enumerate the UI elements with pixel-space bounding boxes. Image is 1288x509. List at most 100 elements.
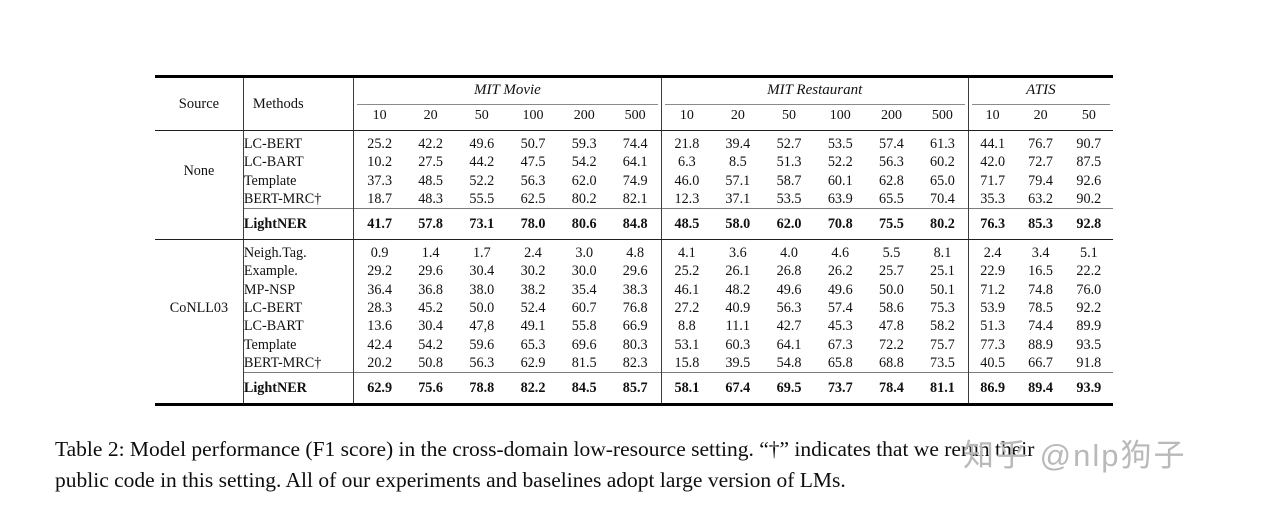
value-cell: 66.9: [622, 318, 648, 335]
value-cell: 80.3: [622, 336, 648, 353]
value-cell: 57.4: [827, 300, 853, 317]
value-cell: 13.6: [353, 317, 405, 336]
value-cell: 11.1: [725, 318, 750, 335]
col-header: 20: [1016, 105, 1065, 131]
value-cell: 50.0: [469, 300, 495, 317]
value-cell: 26.8: [776, 263, 802, 280]
value-cell: 37.3: [353, 171, 405, 190]
value-cell: 85.3: [1016, 208, 1065, 241]
value-cell: 36.8: [418, 281, 444, 298]
table-row: None LC-BERT 25.2 42.2 49.6 50.7 59.3 74.4 21.8 3…: [155, 130, 1113, 179]
value-cell: 15.8: [660, 353, 713, 373]
value-cell: 30.4: [418, 318, 444, 335]
table-row: CoNLL03 Neigh.Tag. 0.9 1.4 1.7 2.4 3.0 4.8 4.1 3.…: [155, 239, 1113, 316]
col-header: 50: [456, 105, 508, 131]
value-cell: 75.5: [865, 208, 918, 241]
value-cell: 25.7: [879, 263, 904, 280]
value-cell: 26.1: [725, 263, 751, 280]
value-cell: 55.8: [571, 318, 597, 335]
value-cell: 62.8: [879, 172, 904, 189]
method-cell: LC-BERT: [242, 130, 354, 154]
value-cell: 73.5: [930, 354, 955, 371]
value-cell: 8.1: [933, 245, 952, 262]
value-cell: 82.2: [507, 372, 559, 405]
value-cell: 90.2: [1076, 190, 1102, 207]
caption-line-2: public code in this setting. All of our …: [55, 467, 846, 492]
value-cell: 30.2: [520, 263, 546, 280]
value-cell: 27.5: [418, 154, 444, 171]
table-row: Template 42.4 54.2 59.6 65.3 69.6 80.3 53.1 60.3…: [155, 335, 1113, 354]
value-cell: 77.3: [967, 335, 1017, 354]
value-cell: 56.3: [520, 172, 546, 189]
value-cell: 68.8: [879, 354, 904, 371]
value-cell: 2.4: [967, 239, 1017, 263]
methods-column-header: Methods: [242, 76, 354, 131]
value-cell: 74.4: [1028, 318, 1053, 335]
col-header: 20: [712, 105, 764, 131]
value-cell: 58.1: [660, 372, 713, 405]
value-cell: 59.3: [571, 136, 597, 152]
value-cell: 64.1: [776, 336, 802, 353]
value-cell: 48.2: [725, 281, 751, 298]
value-cell: 86.9: [967, 372, 1017, 405]
value-cell: 89.9: [1076, 318, 1102, 335]
value-cell: 76.3: [967, 208, 1017, 241]
value-cell: 42.0: [967, 153, 1017, 172]
value-cell: 65.5: [879, 190, 904, 207]
value-cell: 54.2: [571, 154, 597, 171]
value-cell: 70.4: [930, 190, 955, 207]
method-cell: Template: [242, 171, 354, 190]
value-cell: 26.2: [827, 263, 853, 280]
value-cell: 29.6: [622, 263, 648, 280]
value-cell: 42.4: [353, 335, 405, 354]
value-cell: 40.9: [725, 300, 751, 317]
highlight-row: LightNER 62.9 75.6 78.8 82.2 84.5 85.7 58.1 67.4…: [155, 372, 1113, 405]
value-cell: 49.6: [776, 281, 802, 298]
value-cell: 84.8: [609, 208, 662, 241]
value-cell: 28.3: [353, 299, 405, 318]
value-cell: 66.7: [1028, 354, 1053, 371]
value-cell: 78.5: [1028, 300, 1053, 317]
method-cell: BERT-MRC†: [242, 189, 354, 209]
value-cell: 4.1: [660, 239, 713, 263]
value-cell: 49.6: [469, 136, 495, 152]
value-cell: 82.3: [622, 354, 648, 371]
value-cell: 25.2: [660, 262, 713, 281]
value-cell: 6.3: [660, 153, 713, 172]
value-cell: 3.4: [1031, 245, 1050, 262]
value-cell: 16.5: [1028, 263, 1053, 280]
table-row: BERT-MRC† 18.7 48.3 55.5 62.5 80.2 82.1 12.3 37.…: [155, 189, 1113, 209]
table-row: LC-BERT 28.3 45.2 50.0 52.4 60.7 76.8 27.2 40.9 5…: [155, 299, 1113, 318]
value-cell: 5.5: [882, 245, 901, 262]
value-cell: 53.9: [967, 299, 1017, 318]
source-cell: [155, 373, 243, 405]
col-header: 200: [558, 105, 610, 131]
col-header: 500: [609, 105, 662, 131]
value-cell: 25.1: [930, 263, 955, 280]
value-cell: 46.1: [660, 280, 713, 300]
value-cell: 79.4: [1028, 172, 1053, 189]
method-cell: Example.: [242, 262, 354, 281]
value-cell: 85.7: [609, 372, 662, 405]
table-row: BERT-MRC† 20.2 50.8 56.3 62.9 81.5 82.3 15.8 39.…: [155, 353, 1113, 373]
method-cell: LC-BART: [242, 153, 354, 172]
value-cell: 21.8: [660, 130, 713, 154]
value-cell: 73.1: [456, 208, 508, 241]
value-cell: 48.5: [660, 208, 713, 241]
value-cell: 35.4: [571, 281, 597, 298]
table-body: None LC-BERT 25.2 42.2 49.6 50.7 59.3 74.4 21.8 3…: [155, 130, 1113, 405]
value-cell: 56.3: [469, 354, 495, 371]
value-cell: 51.3: [776, 154, 802, 171]
value-cell: 20.2: [353, 353, 405, 373]
col-header: 10: [660, 105, 713, 131]
group-header-row: Source Methods MIT Movie MIT Restaurant AT…: [155, 76, 1113, 131]
value-cell: 84.5: [558, 372, 610, 405]
value-cell: 22.2: [1076, 263, 1102, 280]
value-cell: 72.2: [879, 336, 904, 353]
value-cell: 62.0: [763, 208, 815, 241]
value-cell: 40.5: [967, 353, 1017, 373]
group-header: ATIS: [967, 76, 1113, 105]
value-cell: 70.8: [814, 208, 866, 241]
value-cell: 78.8: [456, 372, 508, 405]
